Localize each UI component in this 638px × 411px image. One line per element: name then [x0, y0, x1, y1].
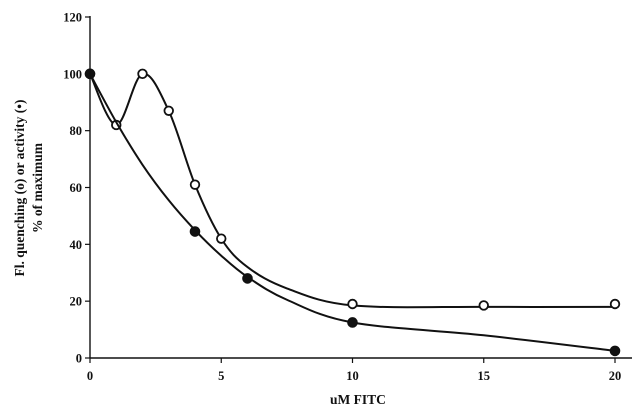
data-point-filled: [189, 226, 201, 237]
data-point-open: [478, 300, 489, 311]
x-axis-title: uM FITC: [330, 392, 386, 407]
x-tick-label: 5: [218, 369, 224, 383]
y-tick-label: 80: [70, 124, 83, 138]
y-axis-title-line1: Fl. quenching (o) or activity (•): [12, 100, 27, 277]
data-point-open: [347, 298, 358, 310]
x-axis-ticks: 0 5 10 15 20: [87, 358, 621, 383]
data-point-filled: [609, 345, 621, 357]
data-point-filled: [347, 317, 358, 328]
y-tick-label: 40: [70, 238, 83, 252]
x-tick-label: 10: [346, 369, 359, 383]
series-group: [84, 68, 621, 357]
x-tick-label: 0: [87, 369, 93, 383]
y-tick-label: 120: [63, 11, 82, 25]
data-point-filled: [242, 273, 253, 284]
y-tick-label: 20: [70, 295, 83, 309]
x-tick-label: 20: [609, 369, 622, 383]
data-point-open: [216, 233, 227, 244]
data-point-open: [189, 179, 201, 190]
series-line-open-circle: [89, 72, 616, 309]
y-axis-ticks: 0 20 40 60 80 100 120: [63, 11, 90, 366]
series-line-filled-circle: [89, 73, 616, 352]
data-point-open: [609, 298, 621, 310]
series-open-circle: [84, 68, 621, 311]
x-tick-label: 15: [478, 369, 491, 383]
y-tick-label: 0: [76, 352, 82, 366]
y-tick-label: 60: [70, 181, 83, 195]
y-tick-label: 100: [63, 67, 82, 81]
data-point-open: [163, 105, 174, 116]
y-axis-title-line2: % of maximum: [30, 142, 45, 233]
data-point-open: [137, 68, 148, 80]
